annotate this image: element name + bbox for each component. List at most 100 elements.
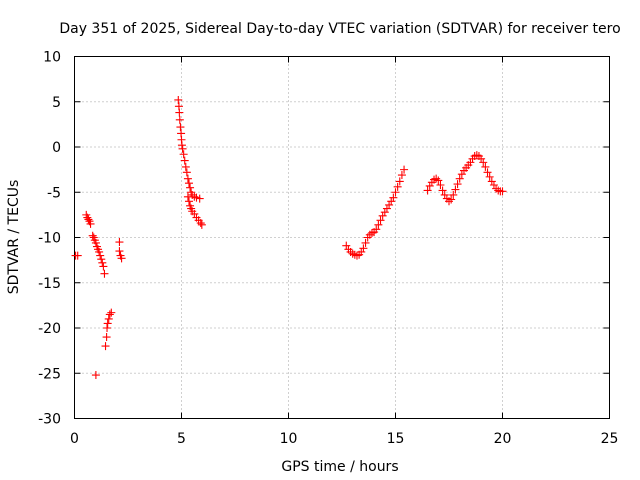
data-point [103,319,112,328]
data-point [99,262,108,271]
data-point [91,371,100,380]
plot-frame [74,56,610,419]
y-tick-label: -20 [38,321,61,337]
data-point [376,216,385,225]
x-tick-label: 0 [70,431,79,447]
data-point [117,254,126,263]
data-point [359,244,368,253]
data-point [423,186,432,195]
y-tick-label: -5 [47,185,61,201]
data-point [453,180,462,189]
x-tick-label: 20 [494,431,512,447]
data-point [436,181,445,190]
y-tick-label: 5 [52,95,61,111]
data-point [455,174,464,183]
data-point [485,172,494,181]
data-point [400,165,409,174]
data-point [100,269,109,278]
y-tick-label: -25 [38,366,61,382]
x-tick-label: 15 [387,431,405,447]
data-point [483,168,492,177]
x-tick-label: 5 [177,431,186,447]
data-point [101,342,110,351]
data-point [385,200,394,209]
data-point [481,162,490,171]
y-tick-label: 10 [43,50,61,66]
y-tick-labels: -30 -25 -20 -15 -10 -5 0 5 10 [38,50,61,428]
data-point [352,251,361,260]
data-point [197,220,206,229]
data-point [183,192,192,201]
data-point [489,181,498,190]
data-point [389,193,398,202]
data-point [103,324,112,332]
data-point [438,186,447,195]
data-points [71,95,507,380]
data-point [84,215,93,224]
grid-lines [74,56,610,419]
data-point [434,176,443,185]
data-point [182,168,191,177]
data-point [86,219,95,228]
data-point [367,228,376,237]
y-tick-label: -10 [38,231,61,247]
data-point [107,308,116,317]
data-point [472,151,481,160]
x-tick-labels: 0 5 10 15 20 25 [70,431,618,447]
data-point [425,181,434,190]
data-point [184,197,193,206]
data-point [457,170,466,179]
data-point [95,247,104,256]
data-point [395,177,404,186]
data-point [115,238,124,247]
data-point [186,183,195,192]
y-tick-label: 0 [52,140,61,156]
data-point [174,95,183,104]
data-point [104,314,113,323]
data-point [449,190,458,199]
data-point [387,197,396,206]
data-point [195,194,204,203]
x-axis-label: GPS time / hours [281,459,398,475]
data-point [97,255,106,264]
data-point [487,177,496,186]
data-point [382,204,391,213]
data-point [176,123,185,132]
data-point [479,158,488,167]
y-axis-label: SDTVAR / TECUs [6,180,22,295]
data-point [175,108,184,117]
data-point [91,238,100,247]
data-point [179,150,188,159]
data-point [440,190,449,199]
x-tick-label: 25 [601,431,619,447]
data-point [393,182,402,191]
data-point [451,185,460,194]
data-point [342,241,351,250]
data-point [177,141,186,150]
data-point [447,195,456,204]
data-point [494,186,503,195]
data-point [397,171,406,180]
data-point [88,231,97,240]
x-tick-label: 10 [280,431,298,447]
data-point [184,179,193,188]
data-point [183,174,192,183]
data-point [175,115,184,124]
chart-title: Day 351 of 2025, Sidereal Day-to-day VTE… [59,21,620,37]
data-point [102,333,111,342]
data-point [115,247,124,256]
y-tick-label: -30 [38,412,61,428]
data-point [372,225,381,234]
data-point [180,156,189,165]
data-point [196,219,205,228]
data-point [73,251,82,260]
data-point [348,249,357,258]
data-point [96,251,105,260]
data-point [374,220,383,229]
data-point [378,211,387,220]
data-point [380,208,389,217]
data-point [178,144,187,153]
data-point [105,310,114,319]
data-point [361,238,370,247]
